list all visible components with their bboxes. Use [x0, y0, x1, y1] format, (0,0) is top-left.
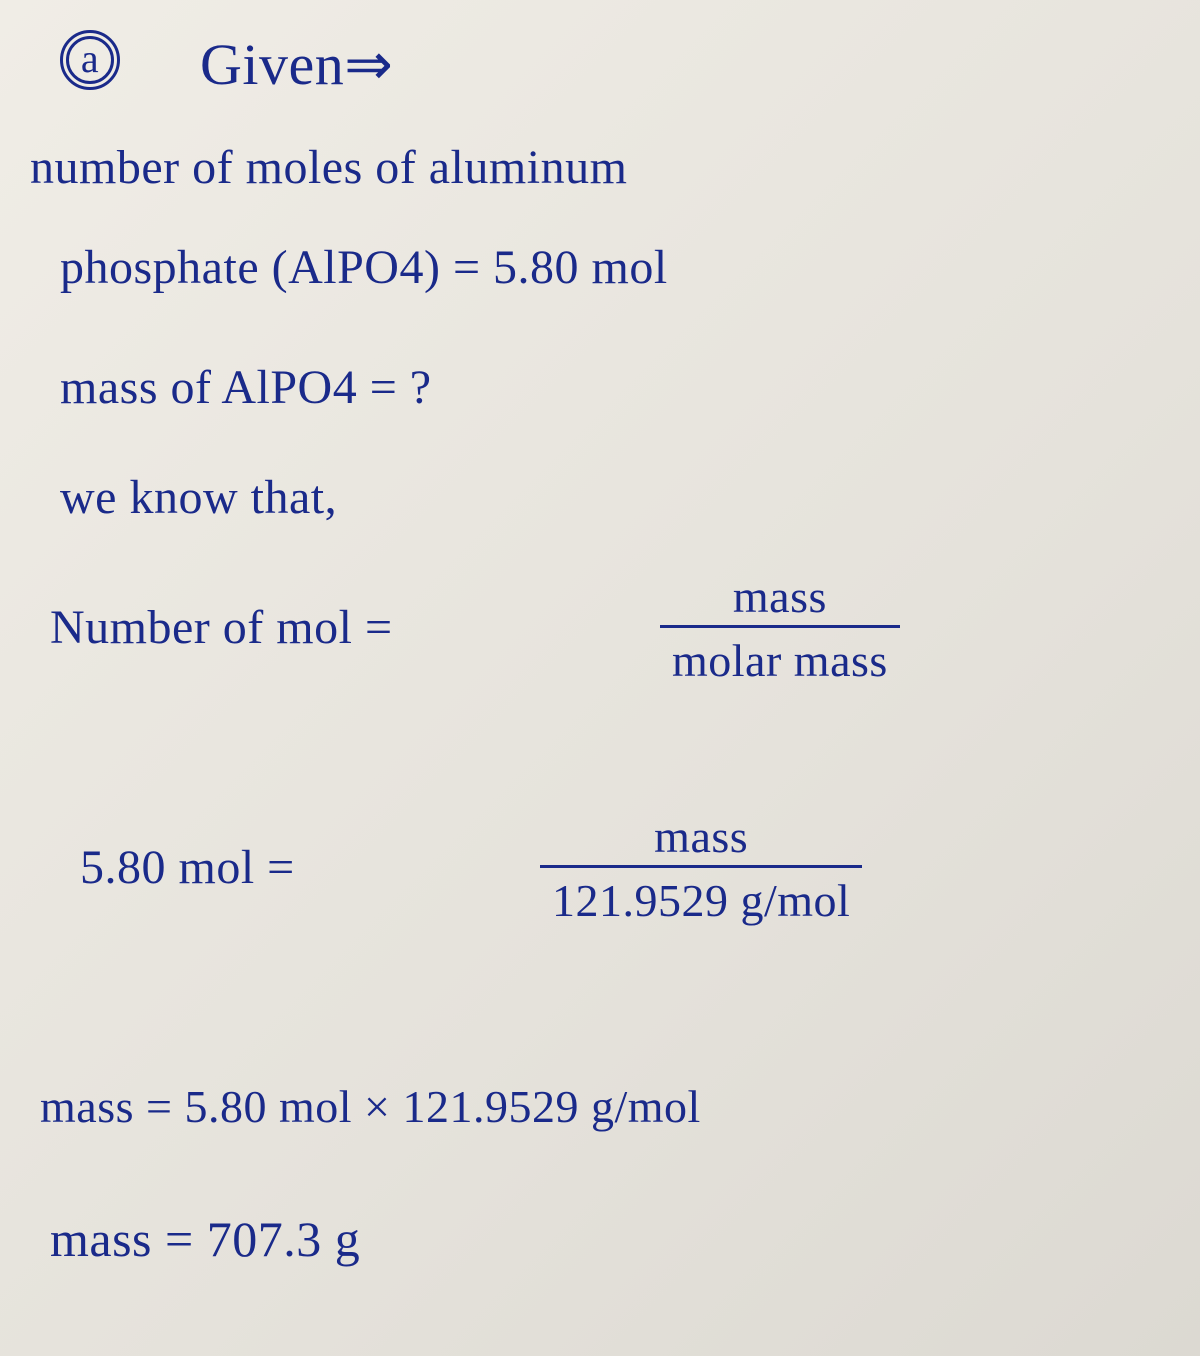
fraction-2: mass 121.9529 g/mol	[540, 810, 862, 927]
line-1: number of moles of aluminum	[30, 140, 627, 195]
fraction-2-bar	[540, 865, 862, 868]
line-3: mass of AlPO4 = ?	[60, 360, 432, 415]
fraction-1-denominator: molar mass	[660, 634, 900, 687]
problem-badge: a	[60, 30, 120, 90]
handwritten-sheet: a Given⇒ number of moles of aluminum pho…	[0, 0, 1200, 1356]
line-6-left: 5.80 mol =	[80, 840, 295, 895]
fraction-2-denominator: 121.9529 g/mol	[540, 874, 862, 927]
fraction-1: mass molar mass	[660, 570, 900, 687]
line-4: we know that,	[60, 470, 337, 525]
line-5-left: Number of mol =	[50, 600, 393, 655]
heading-given: Given⇒	[200, 30, 393, 98]
fraction-1-numerator: mass	[660, 570, 900, 623]
badge-circle: a	[60, 30, 120, 90]
badge-letter: a	[60, 30, 120, 88]
line-8-result: mass = 707.3 g	[50, 1210, 360, 1268]
line-2: phosphate (AlPO4) = 5.80 mol	[60, 240, 668, 295]
line-7-result-expr: mass = 5.80 mol × 121.9529 g/mol	[40, 1080, 701, 1133]
fraction-1-bar	[660, 625, 900, 628]
fraction-2-numerator: mass	[540, 810, 862, 863]
